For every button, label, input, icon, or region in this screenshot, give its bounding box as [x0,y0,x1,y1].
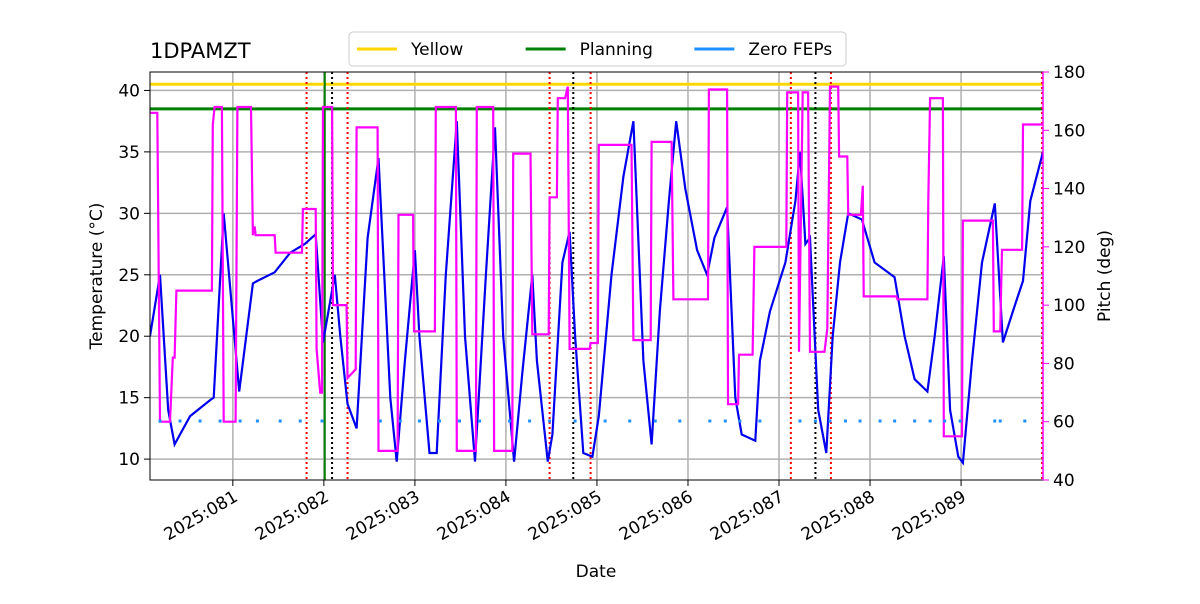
marker [298,419,302,423]
x-tick-label: 2025:086 [616,487,697,545]
marker [723,419,727,423]
y2-axis-label: Pitch (deg) [1095,230,1115,322]
marker [603,419,607,423]
marker [437,419,441,423]
marker [998,419,1002,423]
y2-tick-label: 120 [1053,238,1085,258]
marker [993,419,997,423]
marker [893,419,897,423]
x-tick-label: 2025:082 [252,487,333,545]
marker [478,419,482,423]
y-tick-label: 25 [118,266,140,286]
y-tick-label: 20 [118,327,140,347]
marker [417,419,421,423]
marker [548,419,552,423]
legend-label: Yellow [410,40,463,60]
marker [158,419,162,423]
marker [238,419,242,423]
legend-label: Planning [580,40,653,60]
marker [255,419,259,423]
marker [573,419,577,423]
x-tick-label: 2025:089 [889,487,970,545]
x-tick-label: 2025:083 [343,487,424,545]
x-tick-label: 2025:085 [525,487,606,545]
marker [198,419,202,423]
y-tick-label: 10 [118,450,140,470]
marker [320,419,324,423]
x-tick-label: 2025:081 [161,487,242,545]
marker [843,419,847,423]
marker [528,419,532,423]
marker [828,419,832,423]
x-tick-label: 2025:087 [707,487,788,545]
marker [813,419,817,423]
marker [758,419,762,423]
legend-label: Zero FEPs [748,40,832,60]
y2-tick-label: 160 [1053,121,1085,141]
marker [798,419,802,423]
marker [678,419,682,423]
series-line [150,85,1043,452]
marker [278,419,282,423]
marker [878,419,882,423]
marker [628,419,632,423]
y-tick-label: 40 [118,81,140,101]
marker [653,419,657,423]
marker [398,419,402,423]
marker [218,419,222,423]
y2-tick-label: 140 [1053,180,1085,200]
marker [378,419,382,423]
marker [178,419,182,423]
marker [1023,419,1027,423]
x-axis-label: Date [576,562,617,582]
y2-tick-label: 60 [1053,413,1075,433]
y-tick-label: 35 [118,143,140,163]
y2-tick-label: 40 [1053,471,1075,491]
plot-area [150,72,1043,480]
y-axis-label: Temperature (°C) [87,203,107,351]
legend-box [348,31,847,67]
y2-tick-label: 180 [1053,63,1085,83]
chart-title: 1DPAMZT [150,39,251,63]
y-tick-label: 30 [118,204,140,224]
marker [943,419,947,423]
y2-tick-label: 100 [1053,296,1085,316]
marker [708,419,712,423]
marker [958,419,962,423]
marker [928,419,932,423]
y-tick-label: 15 [118,389,140,409]
y2-tick-label: 80 [1053,354,1075,374]
marker [913,419,917,423]
x-tick-label: 2025:088 [798,487,879,545]
marker [508,419,512,423]
x-tick-label: 2025:084 [434,487,515,545]
marker [458,419,462,423]
marker [858,419,862,423]
marker [738,419,742,423]
